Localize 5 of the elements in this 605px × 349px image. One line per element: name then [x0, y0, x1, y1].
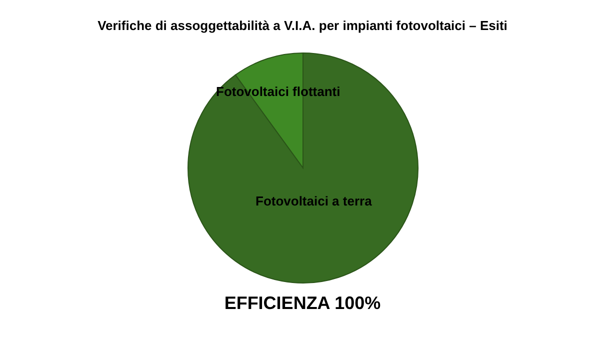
slice-label: Fotovoltaici a terra — [256, 193, 373, 208]
pie-slice — [188, 52, 418, 284]
slice-label: Fotovoltaici flottanti — [216, 84, 340, 99]
text: EFFICIENZA 100% — [223, 293, 382, 314]
chart-title: Verifiche di assoggettabilità a V.I.A. per impianti fotovoltaici – Esiti — [96, 18, 508, 33]
